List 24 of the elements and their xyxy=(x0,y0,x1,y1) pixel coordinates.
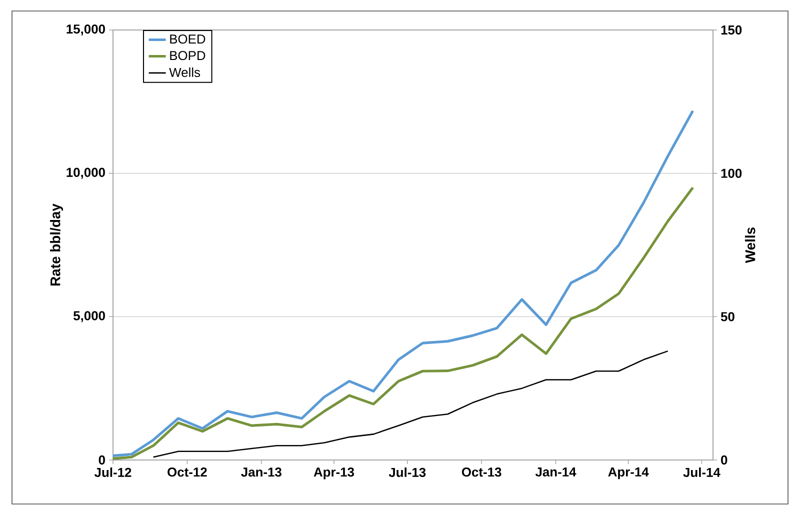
x-tick-label: Jul-12 xyxy=(94,467,132,477)
x-tick-label: Apr-13 xyxy=(314,467,354,480)
x-tick-label: Oct-12 xyxy=(168,467,207,477)
y2-tick-label: 150 xyxy=(721,25,742,35)
x-tick-label: Jul-13 xyxy=(388,467,426,478)
y-axis-title: Rate bbl/day xyxy=(50,204,64,286)
y2-axis-title: Wells xyxy=(744,227,756,264)
line-series xyxy=(113,186,694,460)
line-series xyxy=(113,110,694,457)
legend-label: Wells xyxy=(169,67,200,78)
y2-tick-label: 0 xyxy=(721,455,728,465)
x-tick-label: Jan-13 xyxy=(241,467,282,477)
legend-label: BOED xyxy=(170,34,206,44)
y2-tick-label: 50 xyxy=(720,312,734,322)
y-tick-label: 10,000 xyxy=(66,168,105,179)
x-tick-label: Jan-14 xyxy=(535,467,576,477)
x-tick-label: Apr-14 xyxy=(608,467,649,480)
legend-label: BOPD xyxy=(170,50,206,60)
y-tick-label: 15,000 xyxy=(66,24,105,36)
y-tick-label: 5,000 xyxy=(74,311,105,322)
x-tick-label: Jul-14 xyxy=(683,467,720,477)
y-tick-label: 0 xyxy=(98,455,105,465)
x-tick-label: Oct-13 xyxy=(462,467,502,477)
y2-tick-label: 100 xyxy=(721,168,742,178)
